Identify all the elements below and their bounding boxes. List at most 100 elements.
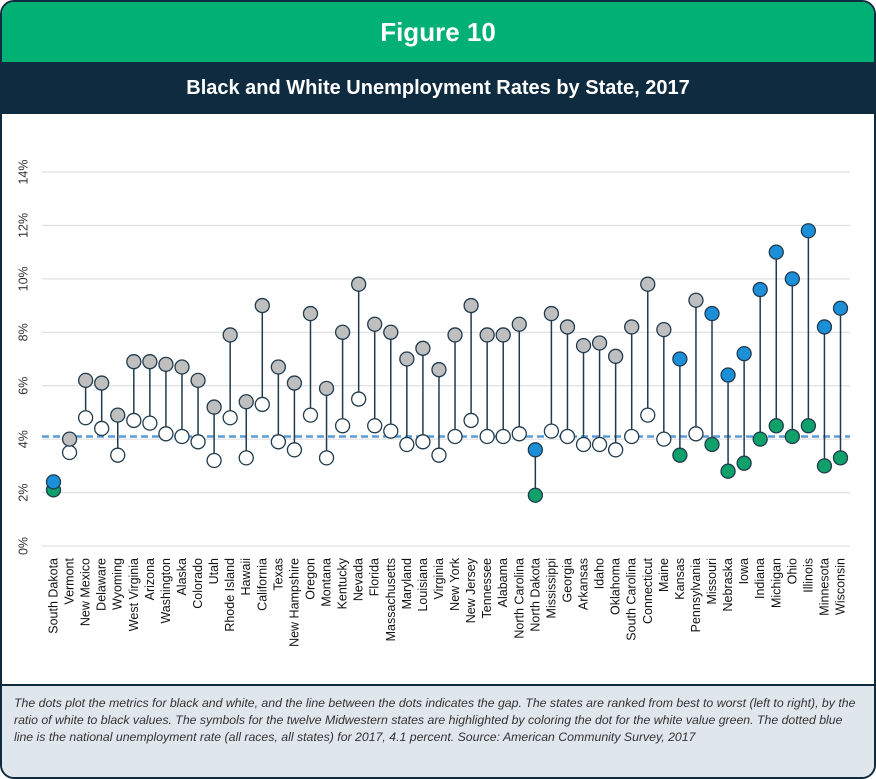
white-rate-dot bbox=[126, 412, 142, 429]
white-rate-dot bbox=[575, 436, 592, 453]
white-rate-dot bbox=[832, 450, 849, 466]
black-rate-dot bbox=[800, 223, 817, 239]
black-rate-dot bbox=[575, 337, 592, 354]
black-rate-dot bbox=[463, 297, 479, 314]
state-label: Arkansas bbox=[577, 558, 591, 610]
black-rate-dot bbox=[591, 335, 608, 351]
state-label: South Carolina bbox=[625, 558, 639, 641]
white-rate-dot bbox=[286, 442, 303, 458]
state-label: Oklahoma bbox=[609, 558, 623, 615]
black-rate-dot bbox=[720, 367, 736, 383]
state-label: Alabama bbox=[496, 558, 510, 607]
white-rate-dot bbox=[222, 410, 238, 426]
state-label: Maryland bbox=[400, 558, 414, 609]
state-label: Michigan bbox=[769, 558, 783, 608]
state-label: Mississippi bbox=[544, 558, 558, 618]
white-rate-dot bbox=[238, 450, 254, 466]
state-label: Missouri bbox=[705, 558, 719, 605]
white-rate-dot bbox=[656, 431, 672, 447]
black-rate-dot bbox=[302, 305, 319, 322]
state-label: Massachusetts bbox=[384, 558, 398, 641]
white-rate-dot bbox=[688, 426, 704, 442]
chart-area: 0% 2% 4% 6% 8% 10% 12% 14% South Dakota Vermont Ne… bbox=[2, 114, 874, 684]
state-label: Idaho bbox=[593, 558, 607, 589]
black-rate-dot bbox=[206, 399, 222, 415]
white-rate-dot bbox=[190, 434, 206, 450]
black-rate-dot bbox=[77, 372, 94, 389]
black-rate-dot bbox=[495, 327, 511, 343]
black-rate-dot bbox=[110, 407, 126, 423]
white-rate-dot bbox=[704, 436, 720, 453]
black-rate-dot bbox=[543, 305, 560, 322]
white-rate-dot bbox=[511, 426, 527, 442]
black-rate-dot bbox=[527, 442, 543, 458]
black-rate-dot bbox=[222, 327, 238, 343]
state-label: Colorado bbox=[191, 558, 205, 609]
black-rate-dot bbox=[61, 431, 78, 447]
y-tick-label: 10% bbox=[16, 266, 30, 291]
state-label: Washington bbox=[159, 558, 173, 624]
y-tick-label: 4% bbox=[16, 430, 30, 448]
chart-title: Black and White Unemployment Rates by St… bbox=[2, 62, 874, 114]
state-label: Alaska bbox=[175, 558, 189, 596]
state-label: California bbox=[255, 558, 269, 611]
black-rate-dot bbox=[174, 359, 190, 375]
black-rate-dot bbox=[784, 271, 800, 287]
white-rate-dot bbox=[672, 447, 688, 463]
state-label: Arizona bbox=[143, 558, 157, 600]
state-label: Vermont bbox=[63, 557, 77, 604]
black-rate-dot bbox=[511, 316, 527, 332]
state-label: Utah bbox=[207, 558, 221, 584]
white-rate-dot bbox=[61, 444, 78, 461]
black-rate-dot bbox=[559, 319, 576, 335]
y-tick-label: 6% bbox=[16, 377, 30, 395]
white-rate-dot bbox=[479, 428, 495, 445]
white-rate-dot bbox=[527, 487, 543, 503]
white-rate-dot bbox=[302, 407, 319, 423]
white-rate-dot bbox=[174, 428, 190, 445]
white-rate-dot bbox=[640, 407, 656, 423]
white-rate-dot bbox=[784, 428, 800, 445]
state-label: Kansas bbox=[673, 558, 687, 600]
white-rate-dot bbox=[415, 434, 431, 450]
black-rate-dot bbox=[270, 359, 287, 375]
black-rate-dot bbox=[367, 316, 383, 332]
black-rate-dot bbox=[142, 354, 158, 370]
state-label: Florida bbox=[368, 558, 382, 596]
black-rate-dot bbox=[399, 351, 415, 367]
white-rate-dot bbox=[399, 436, 415, 453]
white-rate-dot bbox=[543, 423, 560, 439]
state-label: Oregon bbox=[303, 558, 317, 600]
black-rate-dot bbox=[254, 297, 270, 314]
state-label: Pennsylvania bbox=[689, 558, 703, 632]
white-rate-dot bbox=[318, 450, 335, 466]
y-tick-label: 14% bbox=[16, 159, 30, 184]
black-rate-dot bbox=[624, 319, 640, 335]
black-rate-dot bbox=[704, 305, 720, 322]
state-label: New York bbox=[448, 557, 462, 611]
state-label: Wisconsin bbox=[834, 558, 848, 615]
black-rate-dot bbox=[158, 356, 174, 372]
black-rate-dot bbox=[286, 375, 303, 391]
state-label: Montana bbox=[320, 558, 334, 607]
white-rate-dot bbox=[607, 442, 624, 458]
state-label: Maine bbox=[657, 558, 671, 592]
state-label: Hawaii bbox=[239, 558, 253, 596]
state-label: Wyoming bbox=[111, 558, 125, 610]
state-label: New Hampshire bbox=[287, 558, 301, 647]
black-rate-dot bbox=[318, 380, 335, 397]
white-rate-dot bbox=[736, 455, 752, 471]
black-rate-dot bbox=[126, 354, 142, 370]
white-rate-dot bbox=[351, 391, 367, 407]
black-rate-dot bbox=[415, 340, 431, 356]
figure-label: Figure 10 bbox=[2, 2, 874, 62]
state-label: Georgia bbox=[560, 558, 574, 603]
y-tick-label: 2% bbox=[16, 484, 30, 502]
black-rate-dot bbox=[816, 319, 833, 335]
white-rate-dot bbox=[142, 415, 158, 431]
state-label: Illinois bbox=[801, 558, 815, 593]
white-rate-dot bbox=[206, 452, 222, 469]
white-rate-dot bbox=[77, 410, 94, 426]
black-rate-dot bbox=[607, 348, 624, 364]
